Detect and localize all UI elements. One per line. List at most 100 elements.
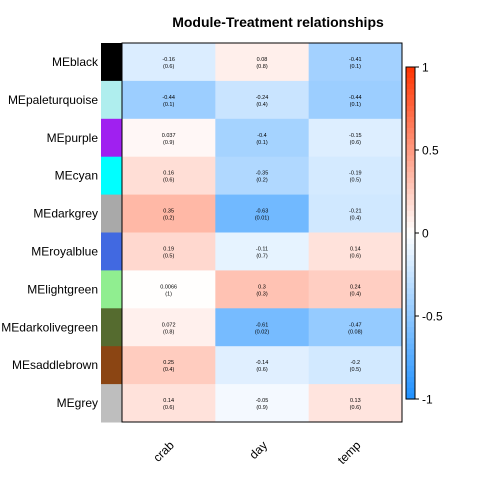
legend-gradient-step [406,155,415,162]
legend-gradient-step [406,321,415,328]
module-swatch [101,80,122,120]
cell-pvalue: (0.9) [256,405,267,411]
legend-gradient-step [406,327,415,334]
module-swatch [101,43,122,82]
legend-gradient-step [406,205,415,212]
cell-correlation: -0.21 [349,209,362,215]
heatmap-cell [122,308,216,347]
cell-correlation: -0.19 [349,171,362,177]
legend-gradient-step [406,122,415,129]
legend-gradient-step [406,177,415,184]
cell-correlation: -0.14 [256,360,269,366]
heatmap-cell [122,346,216,385]
heatmap-cell [308,43,403,82]
heatmap-cell [122,194,216,233]
cell-annotations: -0.16(0.6)0.08(0.8)-0.41(0.1)-0.44(0.1)-… [160,57,362,411]
cell-correlation: 0.072 [162,322,176,328]
cell-correlation: -0.15 [349,133,362,139]
legend-gradient-step [406,72,415,79]
heatmap-cell [308,346,403,385]
legend-gradient-step [406,282,415,289]
cell-pvalue: (0.6) [350,405,361,411]
cell-pvalue: (0.5) [350,367,361,373]
heatmap-cell [215,156,310,196]
cell-pvalue: (0.6) [163,405,174,411]
cell-correlation: 0.35 [163,209,174,215]
legend-gradient-step [406,89,415,96]
legend-gradient-step [406,183,415,190]
heatmap-cell [122,270,216,309]
legend-gradient-step [406,349,415,356]
legend-gradient-step [406,382,415,389]
cell-correlation: 0.16 [163,171,174,177]
legend-gradient-step [406,94,415,101]
cell-pvalue: (0.1) [256,140,267,146]
cell-pvalue: (0.6) [350,253,361,259]
legend-gradient-step [406,166,415,173]
legend-gradient-step [406,310,415,317]
cell-pvalue: (0.01) [255,216,270,222]
cell-pvalue: (0.6) [350,140,361,146]
legend-gradient-step [406,144,415,151]
cell-pvalue: (0.1) [350,102,361,108]
cell-correlation: -0.35 [256,171,269,177]
heatmap-cell [308,156,403,196]
legend-gradient-step [406,188,415,195]
row-label: MEpurple [47,131,99,145]
cell-pvalue: (0.5) [350,178,361,184]
row-label: MEgrey [57,396,98,410]
cell-pvalue: (0.4) [350,216,361,222]
legend-gradient-step [406,233,415,240]
legend-gradient-step [406,221,415,229]
heatmap-cell [308,80,403,120]
color-scale-legend: 1 0.5 0 -0.5 -1 [405,61,443,407]
legend-tick-label: 1 [422,61,429,75]
plot-frame [121,42,403,423]
legend-gradient-step [406,316,415,323]
legend-gradient-step [406,277,415,284]
legend-gradient-step [406,194,415,201]
heatmap-cell [308,270,403,309]
cell-correlation: -0.47 [349,322,362,328]
column-label: crab [150,438,177,465]
legend-gradient-step [406,260,415,267]
legend-gradient-step [406,266,415,273]
heatmap-cell [215,80,310,120]
cell-pvalue: (0.1) [163,102,174,108]
legend-gradient-step [406,288,415,295]
row-label: MEroyalblue [31,244,98,258]
module-swatch [101,384,122,423]
cell-correlation: 0.14 [350,246,361,252]
legend-gradient-step [406,376,415,383]
heatmap-cell [122,384,216,423]
cell-pvalue: (0.4) [256,102,267,108]
legend-gradient-step [406,100,415,107]
row-label: MEdarkgrey [33,207,98,221]
legend-gradient-step [406,360,415,367]
module-swatch [101,346,122,385]
cell-pvalue: (0.4) [350,291,361,297]
legend-gradient-step [406,210,415,217]
column-label: day [247,438,271,462]
cell-correlation: 0.25 [163,360,174,366]
legend-gradient-step [406,299,415,306]
heatmap-cell [215,346,310,385]
heatmap-cell [215,270,310,309]
legend-tick-label: -1 [422,393,433,407]
cell-correlation: -0.2 [351,360,360,366]
cell-correlation: -0.61 [256,322,269,328]
row-label: MEblack [52,55,99,69]
cell-correlation: -0.41 [349,57,362,63]
heatmap-cell [122,232,216,271]
legend-gradient-step [406,393,415,400]
row-label: MEcyan [55,169,98,183]
heatmap-cell [215,308,310,347]
heatmap-cell [122,118,216,158]
cell-correlation: 0.08 [257,57,268,63]
cell-pvalue: (0.2) [256,178,267,184]
heatmap-cell [215,194,310,233]
heatmap-cell [122,80,216,120]
legend-gradient-step [406,244,415,251]
cell-pvalue: (0.02) [255,329,270,335]
cell-pvalue: (0.8) [256,64,267,70]
